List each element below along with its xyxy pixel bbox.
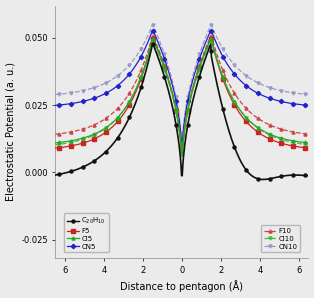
Y-axis label: Electrostatic Potential (a. u.): Electrostatic Potential (a. u.) [6, 63, 16, 201]
Legend: F10, Cl10, CN10: F10, Cl10, CN10 [261, 225, 300, 252]
X-axis label: Distance to pentagon (Å): Distance to pentagon (Å) [120, 280, 243, 292]
